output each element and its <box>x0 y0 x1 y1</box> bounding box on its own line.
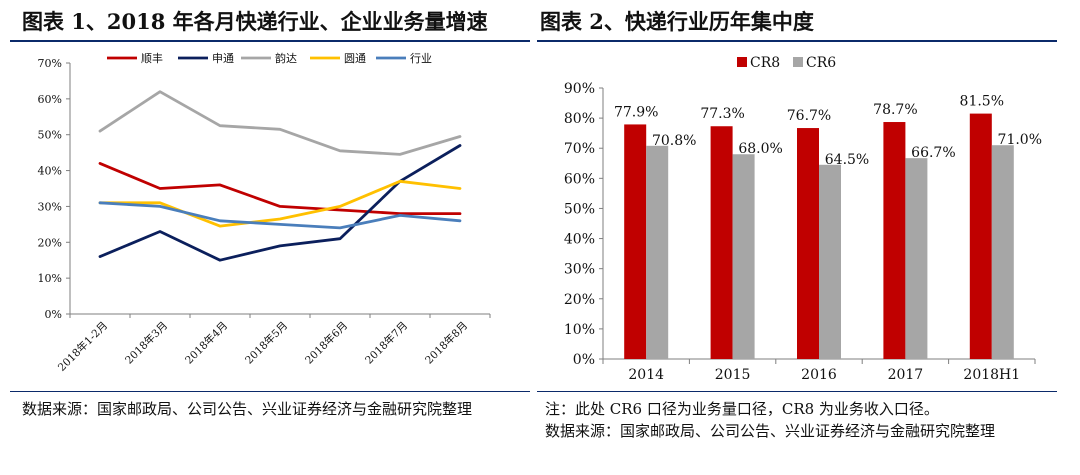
bar-CR6 <box>646 145 669 359</box>
left-title-divider <box>10 40 530 42</box>
data-label-CR6: 66.7% <box>911 145 955 161</box>
y-tick-label: 20% <box>564 292 595 308</box>
series-line-韵达 <box>98 90 462 156</box>
right-source-text: 数据来源：国家邮政局、公司公告、兴业证券经济与金融研究院整理 <box>545 422 996 440</box>
legend-swatch <box>737 57 747 67</box>
right-chart-title: 图表 2、快递行业历年集中度 <box>540 9 814 34</box>
x-tick-label: 2014 <box>628 367 664 383</box>
x-tick-label: 2018年7月 <box>362 319 410 367</box>
y-tick-label: 40% <box>564 232 595 248</box>
data-label-CR8: 77.9% <box>614 104 658 120</box>
bar-chart: 0% 10% 20% 30% 40% 50% 60% 70% 80% 90% 77.9% 70.8% 2… <box>564 55 1042 383</box>
x-tick-label: 2018年5月 <box>242 319 290 367</box>
y-tick-label: 10% <box>38 272 62 285</box>
x-tick-label: 2018年6月 <box>302 319 350 367</box>
right-bottom-divider <box>537 391 1057 392</box>
legend-label: 行业 <box>410 52 432 65</box>
bar-CR8 <box>883 122 906 359</box>
y-tick-label: 40% <box>38 165 62 178</box>
series-line-顺丰 <box>98 162 462 215</box>
x-tick-label: 2018年3月 <box>122 319 170 367</box>
bar-CR6 <box>991 145 1014 359</box>
series-line-圆通 <box>98 179 462 228</box>
y-tick-label: 0% <box>573 352 595 368</box>
y-tick-label: 50% <box>564 201 595 217</box>
x-tick-label: 2018年1-2月 <box>55 319 110 374</box>
y-tick-label: 30% <box>38 200 62 213</box>
data-label-CR8: 81.5% <box>960 94 1004 110</box>
x-tick-label: 2018H1 <box>963 367 1020 383</box>
y-tick-label: 70% <box>38 57 62 70</box>
bar-CR8 <box>710 126 733 359</box>
right-footnote: 注：此处 CR6 口径为业务量口径，CR8 为业务收入口径。 数据来源：国家邮政… <box>545 398 1055 442</box>
data-label-CR8: 77.3% <box>700 106 744 122</box>
data-label-CR8: 78.7% <box>873 102 917 118</box>
right-note-text: 注：此处 CR6 口径为业务量口径，CR8 为业务收入口径。 <box>545 400 939 418</box>
right-title-divider <box>537 40 1057 42</box>
bar-CR8 <box>969 113 992 359</box>
data-label-CR6: 64.5% <box>825 152 869 168</box>
legend-label: 顺丰 <box>141 52 163 65</box>
legend-label: 圆通 <box>344 52 366 65</box>
bar-CR6 <box>732 154 755 359</box>
bar-CR6 <box>819 164 841 359</box>
x-tick-label: 2018年8月 <box>422 319 470 367</box>
x-tick-label: 2015 <box>715 367 751 383</box>
data-label-CR6: 70.8% <box>652 133 696 149</box>
data-label-CR6: 68.0% <box>738 141 782 157</box>
y-tick-label: 80% <box>564 111 595 127</box>
data-label-CR8: 76.7% <box>787 108 831 124</box>
y-tick-label: 50% <box>38 129 62 142</box>
legend-swatch <box>793 57 803 67</box>
left-source-text: 数据来源：国家邮政局、公司公告、兴业证券经济与金融研究院整理 <box>22 400 473 418</box>
line-chart: 0%10%20%30%40%50%60%70%2018年1-2月 2018年3月 2… <box>38 51 491 374</box>
legend-label: CR8 <box>750 55 780 71</box>
bar-CR8 <box>624 124 647 359</box>
y-tick-label: 90% <box>564 81 595 97</box>
left-chart-title: 图表 1、2018 年各月快递行业、企业业务量增速 <box>22 9 488 34</box>
y-tick-label: 60% <box>564 171 595 187</box>
legend-label: 申通 <box>212 52 234 65</box>
y-tick-label: 0% <box>45 308 62 321</box>
bar-CR8 <box>797 128 819 359</box>
x-tick-label: 2017 <box>888 367 924 383</box>
x-tick-label: 2018年4月 <box>182 319 230 367</box>
bar-CR6 <box>905 158 928 359</box>
y-tick-label: 70% <box>564 141 595 157</box>
legend-label: 韵达 <box>275 51 297 65</box>
left-bottom-divider <box>10 391 530 392</box>
series-line-行业 <box>98 201 462 230</box>
y-tick-label: 20% <box>38 236 62 249</box>
y-tick-label: 10% <box>564 322 595 338</box>
data-label-CR6: 71.0% <box>998 132 1042 148</box>
x-tick-label: 2016 <box>801 367 837 383</box>
y-tick-label: 30% <box>564 262 595 278</box>
y-tick-label: 60% <box>38 93 62 106</box>
legend-label: CR6 <box>806 55 836 71</box>
